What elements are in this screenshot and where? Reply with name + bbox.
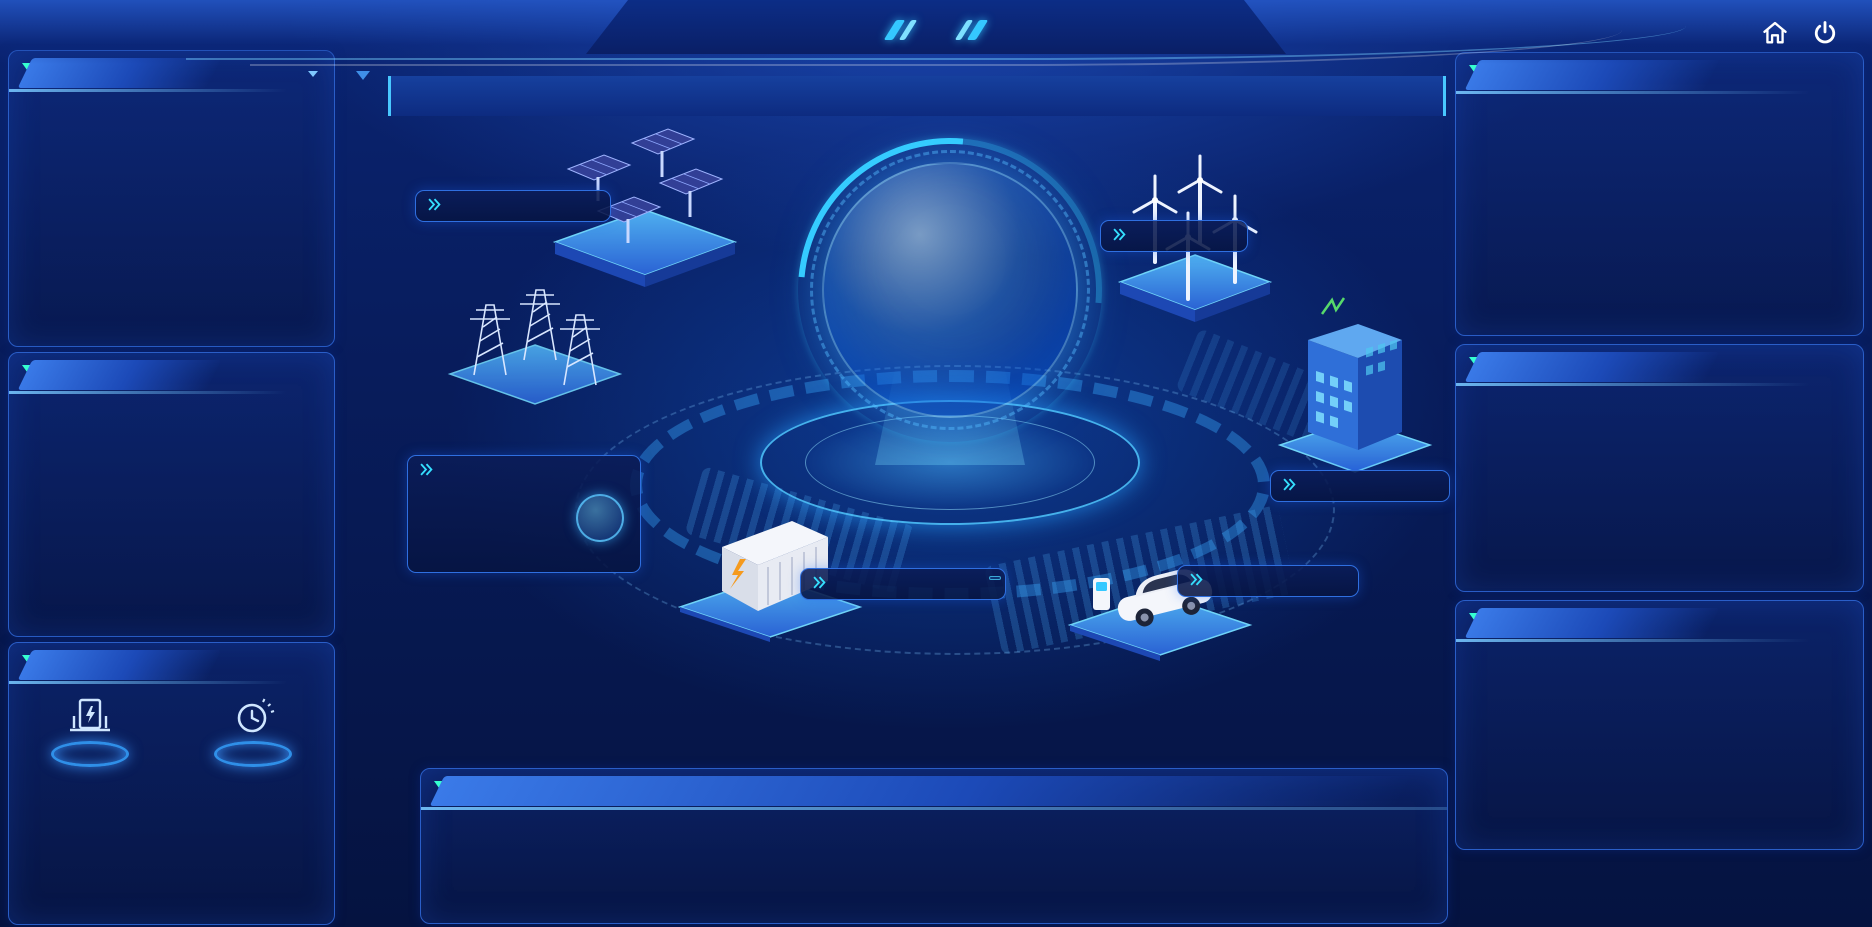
building-icon [1277, 297, 1433, 473]
panel-benefit-header [17, 650, 324, 682]
panel-us age-analysis [8, 352, 335, 637]
chevron-right-icon [428, 198, 441, 211]
benefit-pedestal-hours [193, 694, 313, 767]
wind-turbines-icon [1117, 154, 1273, 322]
header-band [17, 360, 222, 390]
panel-rank-header [1464, 608, 1853, 640]
panel-project-header [17, 58, 324, 90]
platform-ring-inner [805, 415, 1095, 510]
home-icon [1763, 21, 1787, 44]
collapse-arrow-icon[interactable] [356, 71, 370, 80]
storage-info-box [800, 568, 1006, 600]
company-selector[interactable] [300, 64, 318, 81]
header-band [17, 650, 222, 680]
ranking-table-header [1456, 642, 1863, 660]
ev-charging-icon [1067, 569, 1253, 661]
clock-icon [237, 698, 275, 733]
panel-social-benefit [8, 642, 335, 925]
load-info-box [1270, 470, 1450, 502]
benefit-pedestal-generation [30, 694, 150, 767]
chevron-right-icon [1113, 228, 1126, 241]
capacity-cards [9, 100, 334, 110]
donut-legends [9, 420, 334, 430]
title-slashes-left [883, 12, 918, 48]
island-load [1270, 280, 1440, 485]
header-band [429, 776, 1411, 806]
solar-energy-icon [70, 698, 111, 732]
panel-demand-header [429, 776, 1437, 808]
cost-chart [1460, 406, 1860, 592]
panel-energy-ranking [1455, 600, 1864, 850]
usage-cards [9, 394, 334, 406]
title-backdrop [586, 0, 1286, 54]
grid-info-box [407, 455, 641, 573]
capacity-pedestals [9, 92, 334, 100]
storage-status-tag [989, 576, 1001, 580]
page-title [0, 10, 1872, 48]
power-chart [1460, 118, 1860, 330]
panel-power-curve [1455, 52, 1864, 336]
demand-chart [429, 824, 1441, 924]
header-band [1464, 608, 1720, 638]
dropdown-arrow-icon [308, 71, 318, 77]
chevron-right-icon [813, 576, 826, 589]
panel-project-info [8, 50, 335, 347]
home-button[interactable] [1756, 14, 1794, 52]
power-icon [1814, 21, 1836, 44]
hologram-sphere [822, 162, 1078, 418]
header-swoosh-line2 [250, 30, 1622, 66]
benefit-icons [9, 684, 334, 767]
solar-panels-icon [552, 128, 738, 287]
panel-cost-header [1464, 352, 1853, 384]
chevron-right-icon [1190, 573, 1203, 586]
island-ev [1055, 530, 1265, 670]
chevron-right-icon [1283, 478, 1296, 491]
island-wind [1110, 125, 1280, 350]
panel-power-header [1464, 60, 1853, 92]
chevron-right-icon [420, 463, 433, 476]
header-band [1464, 352, 1720, 382]
title-slashes-right [954, 12, 989, 48]
energy-flow-diagram [340, 75, 1455, 661]
panel-demand-curve [420, 768, 1448, 924]
panel-cost-compare [1455, 344, 1864, 592]
sphere-dashed-ring [810, 150, 1090, 430]
island-pv [540, 115, 750, 300]
island-grid [435, 260, 635, 415]
header-swoosh-line [186, 26, 1686, 60]
top-header [0, 0, 1872, 66]
power-button[interactable] [1806, 14, 1844, 52]
header-band [1464, 60, 1720, 90]
ev-info-box [1177, 565, 1359, 597]
power-towers-icon [447, 289, 623, 405]
transformer-load-bubble [576, 494, 624, 542]
pv-info-box [415, 190, 611, 222]
ranking-table-rows [1468, 666, 1851, 788]
wind-info-box [1100, 220, 1248, 252]
kpi-stats-bar [388, 76, 1446, 116]
panel-usage-header [17, 360, 324, 392]
